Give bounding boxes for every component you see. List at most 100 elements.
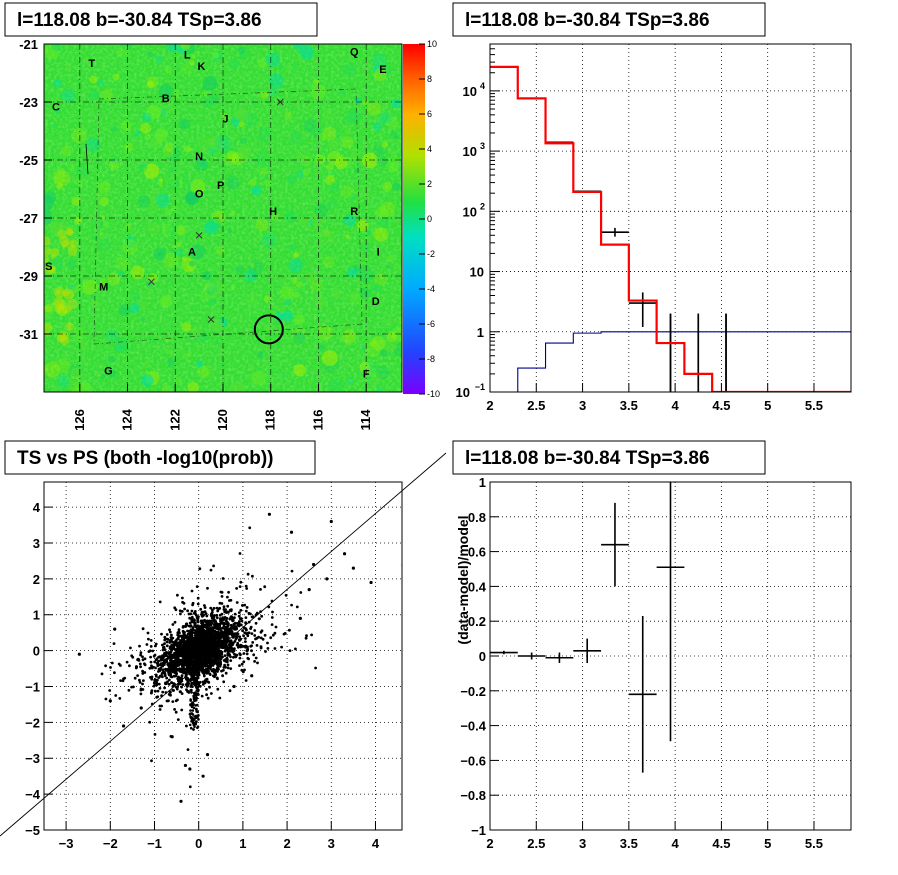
map-y-tick-label: -29 [19, 269, 38, 284]
scatter-point [194, 704, 197, 707]
scatter-point [121, 679, 125, 683]
scatter-point [220, 591, 224, 594]
map-texture-spot [388, 162, 399, 173]
map-texture-spot [129, 303, 140, 314]
map-label-i: I [377, 247, 380, 259]
map-texture-spot [191, 326, 203, 338]
map-x-tick-label: 116 [310, 410, 325, 431]
map-texture-spot [57, 375, 70, 388]
scatter-point [201, 627, 205, 630]
map-texture-spot [44, 236, 51, 246]
map-texture-spot [386, 264, 392, 270]
map-texture-spot [249, 364, 255, 371]
scatter-outlier [121, 724, 126, 728]
map-label-d: D [372, 296, 380, 308]
scatter-point [100, 672, 104, 676]
scatter-point [123, 676, 127, 680]
scatter-point [174, 671, 178, 675]
map-texture-spot [115, 336, 130, 351]
map-texture-spot [317, 132, 326, 141]
map-texture-spot [99, 373, 106, 380]
map-texture-spot [264, 179, 271, 187]
map-texture-spot [349, 291, 362, 304]
scatter-point [141, 627, 145, 631]
map-texture-spot [70, 367, 83, 380]
scatter-point [244, 644, 248, 648]
scatter-point [191, 685, 194, 688]
scatter-point [222, 680, 226, 684]
scatter-x-tick-label: −1 [147, 836, 162, 851]
scatter-point [209, 606, 213, 610]
map-texture-spot [68, 163, 77, 172]
scatter-point [263, 633, 267, 637]
scatter-point [193, 621, 196, 625]
map-texture-spot [292, 44, 304, 50]
scatter-point [283, 632, 287, 635]
scatter-point [188, 616, 192, 620]
map-texture-spot [293, 252, 300, 258]
scatter-point [178, 609, 182, 613]
scatter-point [246, 572, 250, 576]
scatter-point [161, 690, 165, 694]
map-texture-spot [367, 101, 382, 116]
scatter-point [184, 650, 188, 654]
scatter-point [191, 640, 195, 644]
map-texture-spot [120, 120, 132, 132]
scatter-point [190, 691, 193, 694]
scatter-point [239, 645, 243, 649]
scatter-point [280, 645, 283, 649]
residual-y-tick-label: 0.4 [468, 579, 487, 594]
map-texture-spot [380, 201, 396, 217]
scatter-outlier [201, 774, 205, 778]
scatter-point [218, 662, 222, 666]
map-texture-spot [206, 286, 215, 296]
map-texture-spot [212, 51, 220, 59]
scatter-point [210, 660, 214, 664]
map-texture-spot [147, 222, 161, 235]
scatter-point [206, 586, 209, 590]
map-texture-spot [101, 89, 113, 100]
map-label-a: A [188, 247, 196, 259]
map-title-box [4, 2, 318, 37]
scatter-point [207, 652, 211, 655]
scatter-point [229, 639, 233, 642]
colorbar-tick-label: -8 [427, 354, 435, 364]
scatter-point [226, 666, 230, 670]
map-texture-spot [375, 154, 388, 167]
scatter-x-tick-label: −3 [59, 836, 74, 851]
scatter-point [173, 661, 177, 665]
scatter-point [171, 700, 175, 703]
map-texture-spot [238, 145, 252, 159]
map-texture-spot [177, 347, 188, 359]
map-texture-spot [265, 52, 281, 67]
scatter-point [174, 710, 178, 714]
scatter-point [195, 636, 198, 639]
scatter-point [231, 643, 234, 647]
scatter-point [154, 642, 158, 646]
map-label-j: J [222, 113, 228, 125]
spectrum-y-tick-text: 1 [477, 325, 484, 340]
scatter-point [190, 674, 193, 678]
scatter-point [158, 600, 162, 604]
scatter-point [157, 670, 160, 673]
map-label-b: B [162, 93, 170, 105]
scatter-point [161, 662, 165, 665]
scatter-point [154, 674, 158, 678]
map-texture-spot [158, 178, 163, 183]
scatter-point [218, 696, 222, 700]
map-texture-spot [371, 52, 387, 68]
map-texture-spot [326, 198, 338, 210]
map-x-tick-label: 122 [167, 409, 182, 431]
scatter-point [227, 590, 231, 594]
scatter-point [171, 623, 175, 626]
residual-x-tick-label: 2 [486, 836, 493, 851]
scatter-point [189, 698, 192, 701]
map-texture-spot [140, 317, 145, 322]
map-labels: T LK Q E C B J N P O H R A I S M D G F [45, 47, 386, 381]
scatter-outlier [329, 519, 333, 524]
scatter-point [208, 685, 212, 689]
map-texture-spot [146, 104, 162, 120]
map-texture-spot [297, 55, 303, 61]
